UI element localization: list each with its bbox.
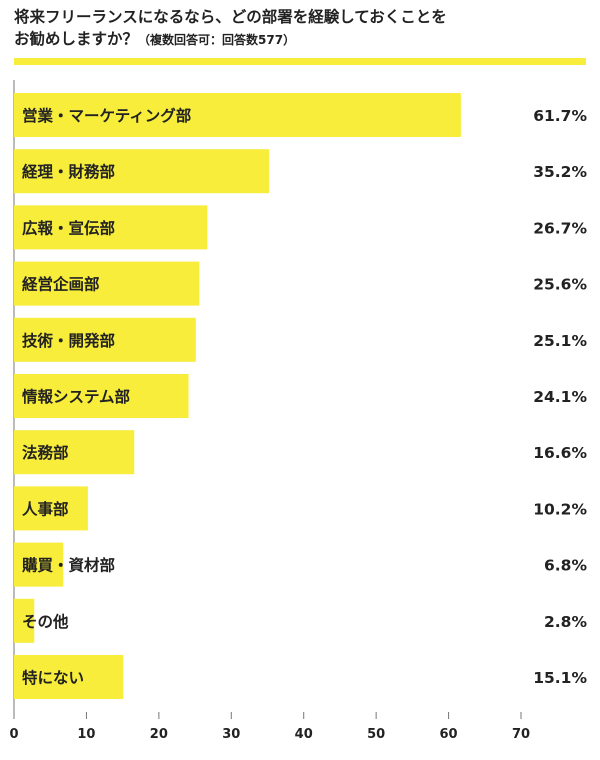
value-label: 16.6%	[533, 444, 587, 462]
value-label: 15.1%	[533, 669, 587, 687]
bar	[14, 261, 200, 306]
category-label: 広報・宣伝部	[22, 218, 116, 237]
category-label: 特にない	[22, 668, 84, 687]
value-label: 61.7%	[533, 107, 587, 125]
category-label: 購買・資材部	[21, 556, 116, 575]
bar	[14, 655, 124, 699]
bar	[14, 205, 208, 250]
x-tick-label: 0	[9, 727, 18, 742]
title-line-2: お勧めしますか？（複数回答可：回答数577）	[14, 28, 586, 51]
bar	[14, 598, 35, 643]
response-note: （複数回答可：回答数577）	[138, 33, 296, 47]
title-underline	[14, 58, 586, 65]
title-line-1: 将来フリーランスになるなら、どの部署を経験しておくことを	[14, 8, 447, 26]
bar	[14, 486, 88, 531]
bar	[14, 542, 64, 587]
category-label: 経理・財務部	[22, 162, 116, 181]
x-tick-label: 50	[367, 727, 385, 742]
category-label: 技術・開発部	[22, 331, 116, 350]
value-label: 10.2%	[533, 500, 587, 518]
bar	[14, 430, 135, 475]
value-label: 6.8%	[544, 557, 587, 575]
value-label: 25.1%	[533, 332, 587, 350]
category-label: その他	[22, 612, 69, 631]
x-tick-label: 40	[295, 727, 313, 742]
value-label: 2.8%	[544, 613, 587, 631]
x-tick-label: 10	[77, 727, 95, 742]
value-label: 24.1%	[533, 388, 587, 406]
x-tick-label: 20	[150, 727, 168, 742]
value-label: 26.7%	[533, 219, 587, 237]
value-label: 35.2%	[533, 163, 587, 181]
bar	[14, 317, 196, 362]
x-tick-label: 70	[512, 727, 530, 742]
title-question: お勧めしますか？	[14, 30, 139, 48]
category-label: 経営企画部	[22, 275, 100, 294]
category-label: 情報システム部	[22, 387, 131, 406]
bar	[14, 149, 269, 194]
bar	[14, 374, 189, 418]
chart-title: 将来フリーランスになるなら、どの部署を経験しておくことを お勧めしますか？（複数…	[14, 6, 586, 51]
category-label: 営業・マーケティング部	[22, 106, 192, 125]
category-label: 法務部	[22, 443, 69, 462]
value-label: 25.6%	[533, 276, 587, 294]
x-tick-label: 60	[440, 727, 458, 742]
x-tick-label: 30	[222, 727, 240, 742]
category-label: 人事部	[22, 499, 69, 518]
bar	[14, 93, 461, 137]
